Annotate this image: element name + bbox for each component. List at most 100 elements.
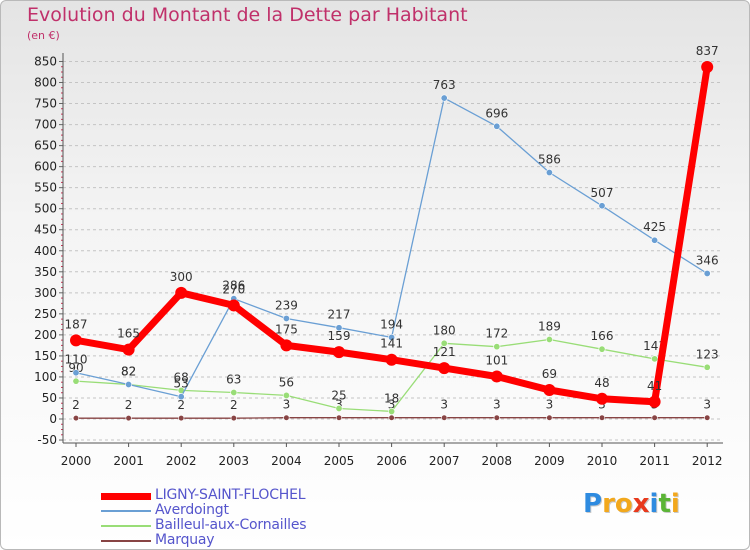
y-tick-label: 350: [34, 265, 57, 279]
data-label: 69: [542, 367, 557, 381]
x-tick-label: 2012: [692, 454, 723, 468]
data-label: 2: [72, 398, 80, 412]
data-point: [546, 414, 553, 421]
data-point: [280, 339, 293, 352]
data-label: 2: [125, 398, 133, 412]
data-point: [438, 362, 451, 375]
data-point: [648, 395, 661, 408]
data-label: 68: [174, 370, 189, 384]
data-label: 3: [283, 398, 291, 412]
data-point: [596, 392, 608, 405]
data-label: 217: [328, 308, 351, 322]
y-tick-label: 200: [34, 328, 57, 342]
data-label: 121: [433, 345, 456, 359]
data-label: 159: [328, 329, 351, 343]
data-point: [122, 343, 135, 356]
y-tick-label: 800: [34, 76, 57, 90]
series-ligny-saint-flochel: 187 165 300 270 175 159 141 121 101 69 48 41 837: [65, 44, 719, 408]
data-label: 3: [388, 398, 396, 412]
data-point: [493, 414, 500, 421]
data-point: [283, 414, 290, 421]
data-label: 165: [117, 327, 140, 341]
data-label: 425: [643, 220, 666, 234]
data-label: 175: [275, 322, 298, 336]
data-label: 41: [647, 379, 662, 393]
y-tick-label: 750: [34, 97, 57, 111]
data-point: [72, 377, 80, 385]
logo-letter: P: [583, 489, 603, 519]
data-label: 18: [384, 391, 399, 405]
y-tick-label: 250: [34, 307, 57, 321]
data-point: [545, 336, 553, 344]
legend-label: Averdoingt: [155, 502, 229, 518]
x-tick-label: 2008: [482, 454, 513, 468]
data-label: 180: [433, 323, 456, 337]
data-label: 2: [177, 398, 185, 412]
logo-letter: i: [649, 489, 659, 519]
data-point: [441, 414, 448, 421]
data-point: [227, 299, 240, 312]
data-label: 696: [485, 106, 508, 120]
data-point: [598, 345, 606, 353]
data-point: [651, 355, 659, 363]
data-point: [490, 370, 503, 383]
data-label: 110: [65, 353, 88, 367]
data-point: [543, 383, 556, 396]
data-point: [703, 269, 711, 277]
data-point: [335, 404, 343, 412]
data-label: 3: [493, 398, 501, 412]
legend-label: LIGNY-SAINT-FLOCHEL: [155, 487, 306, 503]
data-label: 82: [121, 365, 136, 379]
data-point: [335, 324, 343, 332]
data-label: 3: [546, 398, 554, 412]
x-tick-label: 2000: [61, 454, 92, 468]
x-tick-label: 2007: [429, 454, 460, 468]
data-point: [388, 407, 396, 415]
data-label: 346: [696, 253, 719, 267]
data-point: [177, 393, 185, 401]
y-tick-label: 450: [34, 223, 57, 237]
data-label: 101: [485, 354, 508, 368]
data-label: 63: [226, 373, 241, 387]
data-label: 763: [433, 78, 456, 92]
data-point: [701, 60, 714, 73]
y-tick-label: 50: [42, 391, 57, 405]
x-tick-label: 2004: [271, 454, 302, 468]
data-label: 3: [440, 398, 448, 412]
data-point: [125, 415, 132, 422]
data-label: 189: [538, 320, 561, 334]
legend-swatch: [101, 510, 151, 512]
data-label: 239: [275, 298, 298, 312]
data-point: [704, 414, 711, 421]
y-tick-label: 500: [34, 202, 57, 216]
data-point: [178, 415, 185, 422]
data-label: 286: [222, 279, 245, 293]
data-point: [440, 94, 448, 102]
x-tick-label: 2003: [219, 454, 250, 468]
data-point: [72, 369, 80, 377]
y-tick-label: 550: [34, 181, 57, 195]
data-point: [385, 353, 398, 366]
data-point: [282, 314, 290, 322]
data-label: 53: [174, 377, 189, 391]
data-point: [651, 236, 659, 244]
legend-swatch: [101, 492, 151, 500]
legend-label: Bailleul-aux-Cornailles: [155, 517, 307, 533]
data-label: 82: [121, 365, 136, 379]
x-tick-label: 2006: [376, 454, 407, 468]
legend-swatch: [101, 540, 151, 542]
data-label: 270: [222, 282, 245, 296]
y-tick-label: 100: [34, 370, 57, 384]
proxiti-logo: Proxiti: [583, 489, 680, 519]
logo-letter: x: [632, 489, 650, 519]
data-point: [333, 346, 345, 359]
data-label: 2: [230, 398, 238, 412]
data-point: [125, 381, 133, 389]
data-label: 166: [591, 329, 614, 343]
x-tick-label: 2011: [639, 454, 670, 468]
data-label: 586: [538, 153, 561, 167]
y-tick-label: 0: [49, 412, 57, 426]
